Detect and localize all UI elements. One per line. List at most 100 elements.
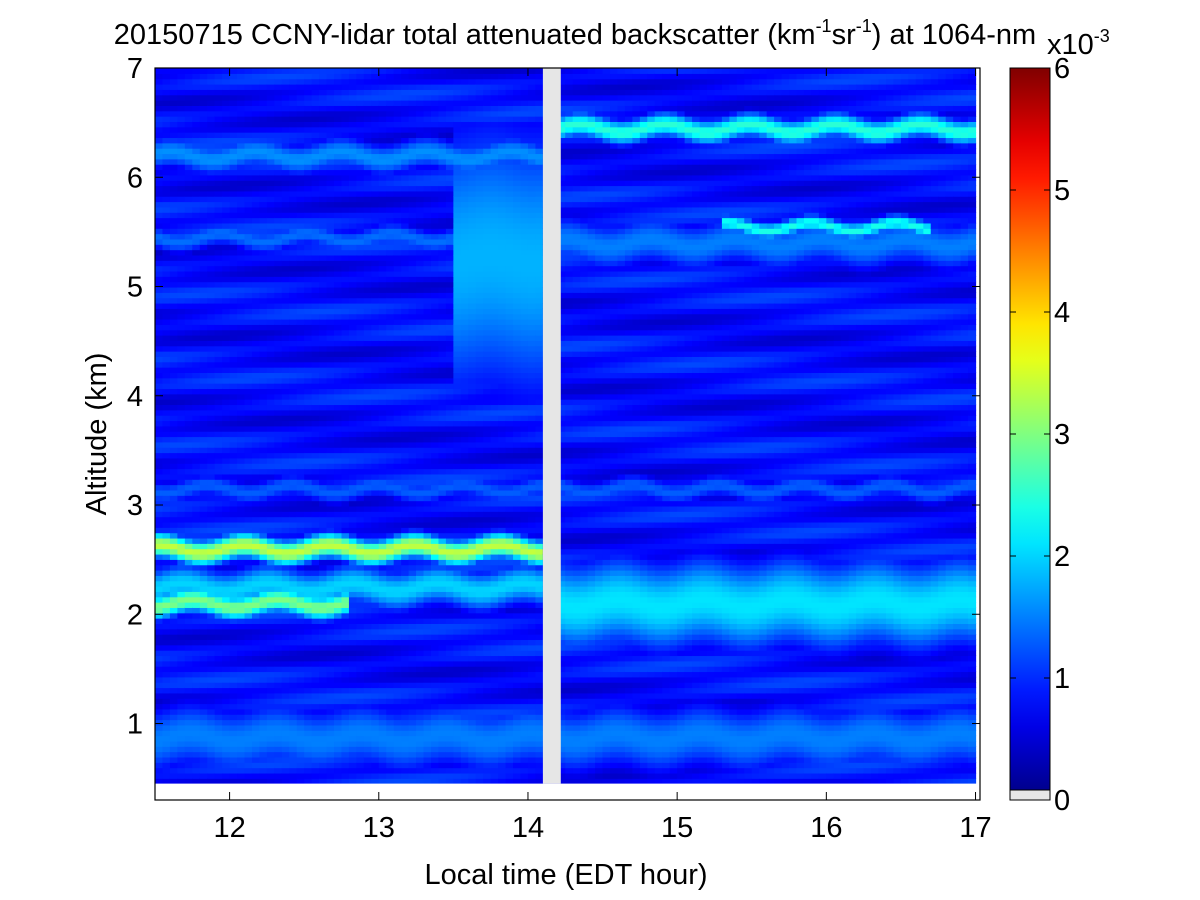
- heatmap-cell: [319, 286, 328, 293]
- heatmap-cell: [289, 174, 298, 181]
- heatmap-cell: [296, 666, 305, 673]
- heatmap-cell: [281, 174, 290, 181]
- heatmap-cell: [326, 78, 335, 85]
- heatmap-cell: [274, 570, 283, 576]
- heatmap-cell: [371, 233, 380, 240]
- heatmap-cell: [251, 420, 261, 427]
- heatmap-cell: [274, 249, 283, 256]
- heatmap-cell: [326, 153, 335, 160]
- heatmap-cell: [162, 281, 171, 288]
- heatmap-cell: [251, 265, 261, 272]
- heatmap-cell: [401, 436, 410, 443]
- heatmap-cell: [229, 644, 238, 651]
- heatmap-cell: [334, 244, 343, 251]
- heatmap-cell: [274, 778, 283, 785]
- heatmap-cell: [386, 687, 395, 694]
- heatmap-cell: [401, 666, 410, 673]
- heatmap-cell: [229, 302, 238, 309]
- heatmap-cell: [423, 708, 432, 715]
- heatmap-cell: [281, 100, 290, 106]
- heatmap-cell: [281, 217, 290, 224]
- heatmap-cell: [162, 329, 171, 336]
- heatmap-cell: [296, 602, 305, 608]
- heatmap-cell: [192, 100, 201, 106]
- heatmap-cell: [259, 484, 268, 491]
- heatmap-cell: [244, 473, 253, 480]
- heatmap-cell: [162, 564, 171, 571]
- heatmap-cell: [266, 735, 275, 742]
- heatmap-cell: [334, 351, 343, 357]
- heatmap-cell: [401, 692, 410, 699]
- heatmap-cell: [416, 778, 425, 785]
- heatmap-cell: [423, 724, 432, 731]
- heatmap-cell: [430, 762, 440, 769]
- heatmap-cell: [319, 655, 328, 662]
- heatmap-cell: [296, 639, 305, 646]
- heatmap-cell: [378, 105, 387, 112]
- heatmap-cell: [281, 404, 290, 411]
- heatmap-cell: [296, 84, 305, 90]
- heatmap-cell: [416, 142, 425, 149]
- heatmap-cell: [319, 543, 328, 550]
- heatmap-cell: [430, 740, 440, 747]
- heatmap-cell: [356, 602, 365, 608]
- heatmap-cell: [416, 682, 425, 689]
- heatmap-cell: [222, 105, 231, 112]
- heatmap-cell: [229, 559, 238, 566]
- heatmap-cell: [348, 735, 357, 742]
- heatmap-cell: [169, 441, 178, 448]
- heatmap-cell: [408, 351, 417, 357]
- heatmap-cell: [259, 762, 268, 769]
- heatmap-cell: [177, 313, 186, 320]
- heatmap-cell: [192, 351, 201, 357]
- heatmap-cell: [266, 463, 275, 470]
- heatmap-cell: [244, 84, 253, 90]
- heatmap-cell: [244, 286, 253, 293]
- heatmap-cell: [274, 153, 283, 160]
- heatmap-cell: [334, 110, 343, 117]
- heatmap-cell: [356, 233, 365, 240]
- heatmap-cell: [401, 286, 410, 293]
- heatmap-cell: [155, 714, 164, 721]
- heatmap-cell: [334, 415, 343, 422]
- heatmap-cell: [281, 660, 290, 667]
- heatmap-cell: [177, 714, 186, 721]
- heatmap-cell: [296, 265, 305, 272]
- heatmap-cell: [214, 479, 223, 486]
- heatmap-cell: [401, 340, 410, 347]
- heatmap-cell: [155, 180, 164, 187]
- heatmap-cell: [259, 692, 268, 699]
- heatmap-cell: [371, 148, 380, 155]
- heatmap-cell: [244, 724, 253, 731]
- heatmap-cell: [155, 778, 164, 785]
- heatmap-cell: [237, 126, 246, 133]
- heatmap-cell: [319, 489, 328, 496]
- heatmap-cell: [334, 201, 343, 208]
- heatmap-cell: [304, 489, 313, 496]
- heatmap-cell: [244, 564, 253, 571]
- heatmap-cell: [363, 319, 372, 325]
- heatmap-cell: [311, 628, 320, 635]
- heatmap-cell: [319, 377, 328, 384]
- heatmap-cell: [237, 644, 246, 651]
- heatmap-cell: [311, 730, 320, 737]
- heatmap-cell: [393, 532, 402, 539]
- heatmap-cell: [281, 500, 290, 507]
- heatmap-cell: [334, 564, 343, 571]
- heatmap-cell: [259, 452, 268, 459]
- heatmap-cell: [222, 399, 231, 406]
- heatmap-cell: [266, 329, 275, 336]
- heatmap-cell: [214, 772, 223, 779]
- heatmap-cell: [177, 543, 186, 550]
- heatmap-cell: [311, 527, 320, 534]
- heatmap-cell: [371, 548, 380, 555]
- heatmap-cell: [199, 543, 208, 550]
- heatmap-cell: [371, 468, 380, 475]
- heatmap-cell: [169, 602, 178, 608]
- heatmap-cell: [311, 121, 320, 128]
- heatmap-cell: [408, 580, 417, 587]
- heatmap-cell: [162, 324, 171, 331]
- heatmap-cell: [326, 575, 335, 582]
- heatmap-cell: [348, 537, 357, 544]
- heatmap-cell: [162, 687, 171, 694]
